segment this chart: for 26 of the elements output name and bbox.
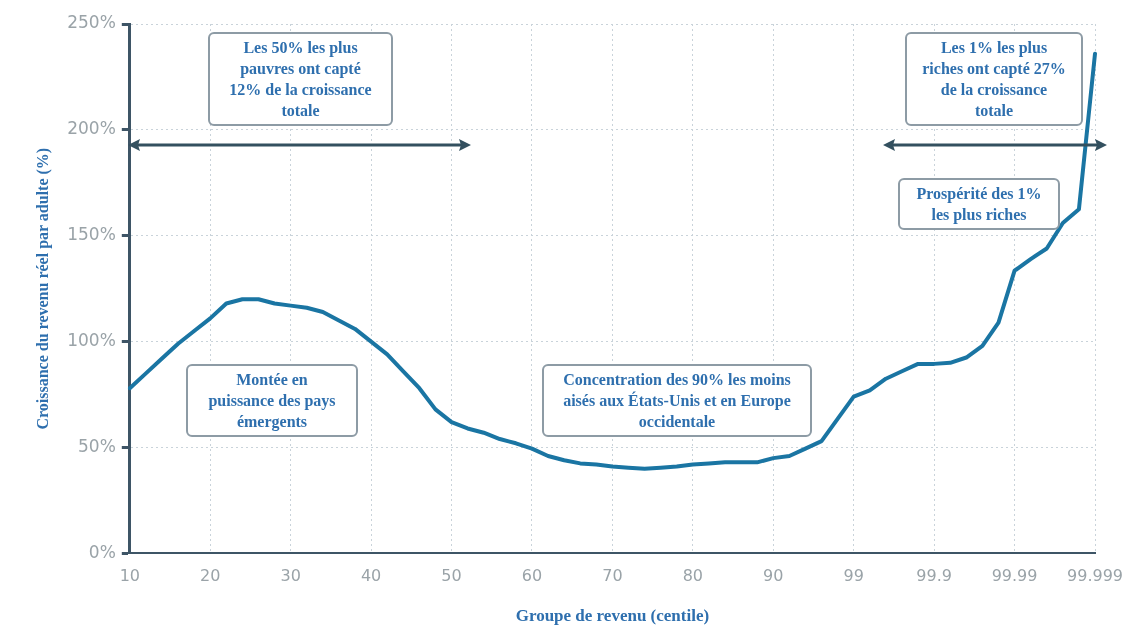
- annotation: Les 1% les plus riches ont capté 27% de la croissance totale: [905, 32, 1083, 126]
- y-tick-label: 250%: [67, 12, 116, 33]
- y-tick-label: 100%: [67, 330, 116, 351]
- x-axis-title: Groupe de revenu (centile): [515, 606, 710, 626]
- x-tick-label: 50: [441, 566, 462, 586]
- y-tick-label: 50%: [78, 435, 116, 456]
- x-tick-label: 99.99: [991, 566, 1038, 586]
- x-tick-label: 60: [521, 566, 543, 586]
- annotation: Prospérité des 1% les plus riches: [898, 178, 1060, 230]
- x-tick-label: 90: [763, 566, 784, 586]
- y-tick-label: 0%: [88, 541, 116, 562]
- y-tick-label: 200%: [67, 118, 116, 139]
- x-tick-label: 80: [682, 566, 704, 586]
- annotation: Montée en puissance des pays émergents: [186, 364, 358, 437]
- x-tick-label: 10: [119, 566, 140, 586]
- x-tick-label: 99: [843, 566, 864, 586]
- x-tick-label: 40: [360, 566, 382, 586]
- x-tick-label: 99.999: [1067, 566, 1123, 586]
- x-tick-label: 70: [602, 566, 623, 586]
- x-tick-label: 20: [200, 566, 221, 586]
- x-tick-label: 30: [280, 566, 301, 586]
- x-tick-label: 99.9: [916, 566, 952, 586]
- annotation: Les 50% les plus pauvres ont capté 12% de la croissance totale: [208, 32, 393, 126]
- y-axis-title: Croissance du revenu réel par adulte (%): [33, 147, 52, 430]
- y-tick-label: 150%: [67, 224, 116, 245]
- annotation: Concentration des 90% les moins aisés aux États-Unis et en Europe occidentale: [542, 364, 812, 437]
